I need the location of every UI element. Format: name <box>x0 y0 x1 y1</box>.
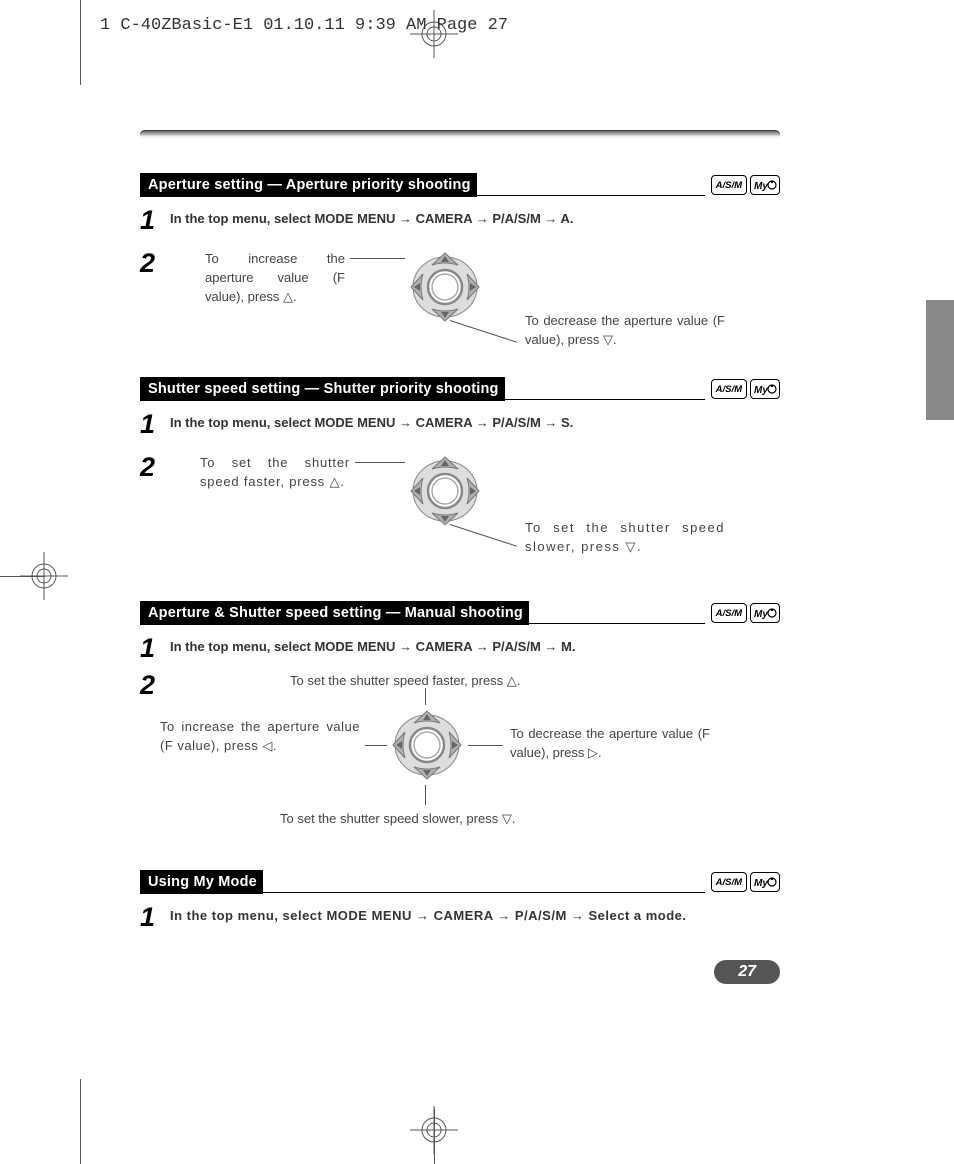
section-title: Shutter speed setting — Shutter priority… <box>140 377 505 401</box>
section-title: Using My Mode <box>140 870 263 894</box>
registration-mark-icon <box>20 552 68 600</box>
section-header: Aperture setting — Aperture priority sho… <box>140 173 780 197</box>
step-text: In the top menu, select MODE MENU → CAME… <box>170 411 573 433</box>
print-header: 1 C-40ZBasic-E1 01.10.11 9:39 AM Page 27 <box>100 16 508 35</box>
step-text: In the top menu, select MODE MENU → CAME… <box>170 904 730 926</box>
mode-badges: A/S/M My <box>711 379 780 399</box>
step-number: 2 <box>140 454 170 481</box>
leader-line <box>350 258 405 259</box>
annotation-top: To set the shutter speed faster, press △… <box>290 672 610 691</box>
mode-badges: A/S/M My <box>711 175 780 195</box>
step-1: 1 In the top menu, select MODE MENU → CA… <box>140 411 780 438</box>
mode-badges: A/S/M My <box>711 872 780 892</box>
registration-mark-icon <box>410 1106 458 1154</box>
asm-badge: A/S/M <box>711 603 747 623</box>
section-header: Using My Mode A/S/M My <box>140 870 780 894</box>
dpad-icon <box>400 247 490 327</box>
leader-line <box>425 785 426 805</box>
my-badge: My <box>750 603 780 623</box>
gradient-divider <box>140 130 780 139</box>
step-number: 1 <box>140 635 170 662</box>
leader-line <box>355 462 405 463</box>
annotation-left: To increase the aperture value (F value)… <box>205 250 345 307</box>
svg-text:My: My <box>754 385 768 396</box>
step-2: 2 To increase the aperture value (F valu… <box>140 242 780 352</box>
annotation-right: To set the shutter speed slower, press ▽… <box>525 519 725 557</box>
step-2: 2 To set the shutter speed faster, press… <box>140 446 780 576</box>
annotation-left: To set the shutter speed faster, press △… <box>200 454 350 492</box>
underline <box>477 195 705 196</box>
step-number: 1 <box>140 411 170 438</box>
dpad-icon <box>400 451 490 531</box>
underline <box>529 623 705 624</box>
my-badge: My <box>750 379 780 399</box>
leader-line <box>425 688 426 705</box>
step-text: In the top menu, select MODE MENU → CAME… <box>170 207 574 229</box>
step-text: In the top menu, select MODE MENU → CAME… <box>170 635 575 657</box>
underline <box>263 892 705 893</box>
asm-badge: A/S/M <box>711 175 747 195</box>
page-number: 27 <box>714 960 780 984</box>
my-badge: My <box>750 872 780 892</box>
underline <box>505 399 705 400</box>
leader-line <box>468 745 503 746</box>
step-number: 1 <box>140 904 170 931</box>
section-title: Aperture & Shutter speed setting — Manua… <box>140 601 529 625</box>
annotation-right: To decrease the aperture value (F value)… <box>510 725 710 763</box>
step-number: 2 <box>140 250 170 277</box>
svg-text:My: My <box>754 181 768 192</box>
annotation-bottom: To set the shutter speed slower, press ▽… <box>280 810 610 829</box>
step-number: 1 <box>140 207 170 234</box>
asm-badge: A/S/M <box>711 872 747 892</box>
svg-text:My: My <box>754 878 768 889</box>
section-header: Shutter speed setting — Shutter priority… <box>140 377 780 401</box>
step-number: 2 <box>140 672 170 699</box>
svg-text:My: My <box>754 609 768 620</box>
step-2: 2 To set the shutter speed faster, press… <box>140 670 780 845</box>
side-tab <box>926 300 954 420</box>
mode-badges: A/S/M My <box>711 603 780 623</box>
step-1: 1 In the top menu, select MODE MENU → CA… <box>140 635 780 662</box>
my-badge: My <box>750 175 780 195</box>
crop-line <box>80 1079 81 1164</box>
step-1: 1 In the top menu, select MODE MENU → CA… <box>140 904 780 931</box>
annotation-right: To decrease the aperture value (F value)… <box>525 312 725 350</box>
crop-line <box>80 0 81 85</box>
asm-badge: A/S/M <box>711 379 747 399</box>
section-header: Aperture & Shutter speed setting — Manua… <box>140 601 780 625</box>
annotation-left: To increase the aperture value (F value)… <box>160 718 360 756</box>
page-content: Aperture setting — Aperture priority sho… <box>140 130 780 939</box>
dpad-icon <box>382 705 472 785</box>
step-1: 1 In the top menu, select MODE MENU → CA… <box>140 207 780 234</box>
section-title: Aperture setting — Aperture priority sho… <box>140 173 477 197</box>
page-number-pill: 27 <box>714 960 780 984</box>
